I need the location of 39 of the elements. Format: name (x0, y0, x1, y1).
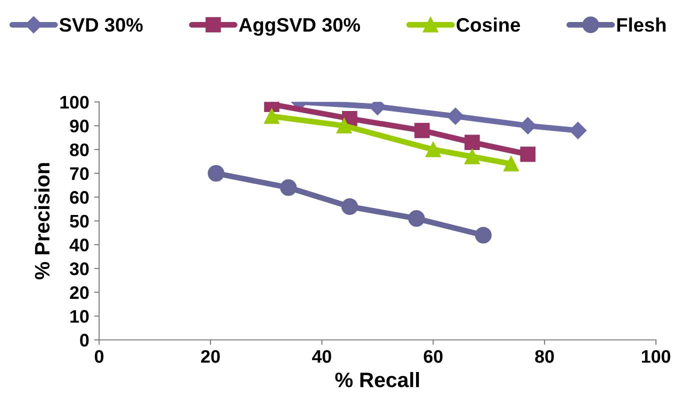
y-tick-label: 50 (70, 214, 89, 228)
point (569, 122, 587, 140)
y-tick-label: 80 (70, 143, 89, 156)
point (426, 142, 441, 158)
y-tick-label: 40 (70, 238, 89, 252)
point (208, 164, 224, 182)
point (408, 210, 425, 227)
point (474, 226, 492, 244)
x-tick-label: 80 (535, 350, 554, 363)
point (280, 179, 297, 196)
point (519, 117, 536, 134)
point (414, 122, 430, 138)
legend-label: Flesh (617, 18, 666, 32)
x-tick-label: 60 (424, 350, 443, 363)
point (520, 146, 536, 162)
x-tick-label: 20 (201, 350, 220, 363)
y-tick-label: 0 (80, 334, 89, 347)
y-tick-label: 90 (70, 120, 89, 132)
legend-label: Cosine (456, 18, 520, 32)
y-tick-label: 60 (70, 191, 89, 204)
legend-label: AggSVD 30% (238, 18, 360, 36)
point (336, 118, 352, 134)
y-tick-label: 20 (70, 286, 89, 299)
point (341, 198, 358, 215)
y-tick-label: 70 (70, 167, 89, 180)
x-tick-label: 0 (94, 350, 104, 363)
point (264, 108, 280, 124)
point (446, 108, 464, 125)
y-tick-label: 30 (70, 262, 89, 276)
legend-label: SVD 30% (59, 18, 143, 32)
x-tick-label: 100 (642, 350, 670, 363)
point (504, 156, 519, 172)
x-tick-label: 40 (312, 350, 332, 363)
y-axis-title: % Precision (34, 163, 50, 280)
point (464, 149, 480, 164)
y-tick-label: 10 (70, 310, 89, 323)
x-axis-title: % Recall (335, 372, 419, 388)
y-tick-label: 100 (60, 96, 89, 109)
point (464, 134, 480, 150)
